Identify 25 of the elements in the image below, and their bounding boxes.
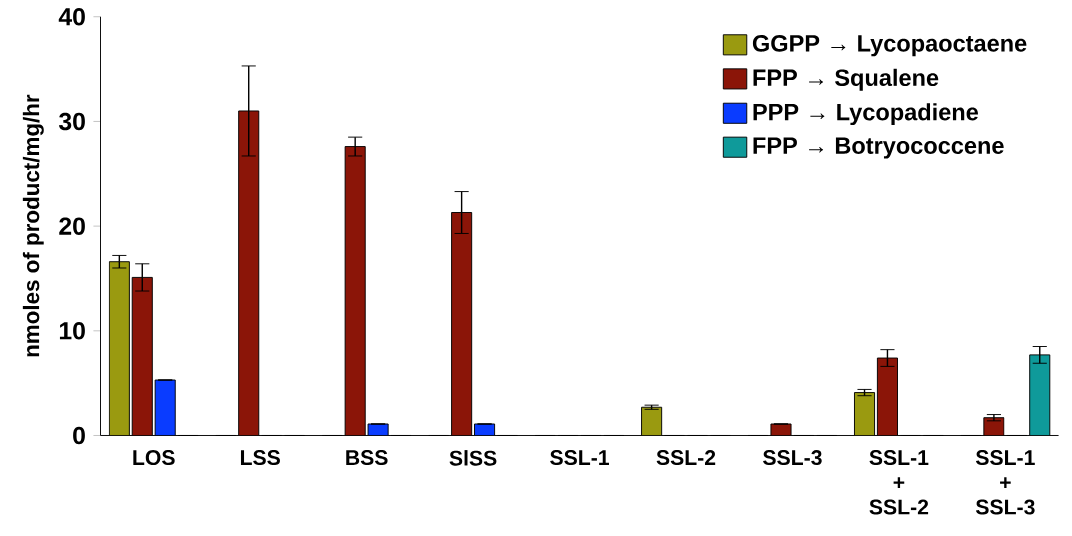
legend-label: FPP → Squalene <box>753 68 939 91</box>
y-tick-label: 20 <box>59 217 85 235</box>
x-tick-label: SSL-3 <box>763 450 822 466</box>
y-tick-label: 0 <box>73 426 85 445</box>
x-tick-label: SSL-2 <box>656 450 716 466</box>
x-tick-label: BSS <box>346 450 388 466</box>
bar <box>474 423 496 436</box>
x-tick-label: SSL-1 <box>550 450 609 466</box>
bar <box>854 392 876 436</box>
x-tick-label: SSL-1 + SSL-3 <box>975 450 1035 515</box>
bar <box>1029 354 1051 436</box>
x-tick-label: SSL-1 + SSL-2 <box>869 450 929 515</box>
legend-label: GGPP → Lycopaoctaene <box>752 35 1027 57</box>
bar <box>983 417 1005 436</box>
x-tick-label: LOS <box>133 450 175 466</box>
legend-label: PPP → Lycopadiene <box>753 103 978 126</box>
x-tick-label: SlSS <box>449 450 497 466</box>
x-tick-label: LSS <box>240 450 280 466</box>
bar <box>641 406 663 436</box>
y-axis-title: nmoles of product/mg/hr <box>22 94 44 357</box>
legend-label: FPP → Botryococcene <box>753 137 1004 159</box>
y-tick-label: 10 <box>59 322 85 340</box>
y-tick-label: 40 <box>58 8 85 26</box>
y-tick-label: 30 <box>58 112 85 131</box>
bar <box>770 423 792 436</box>
